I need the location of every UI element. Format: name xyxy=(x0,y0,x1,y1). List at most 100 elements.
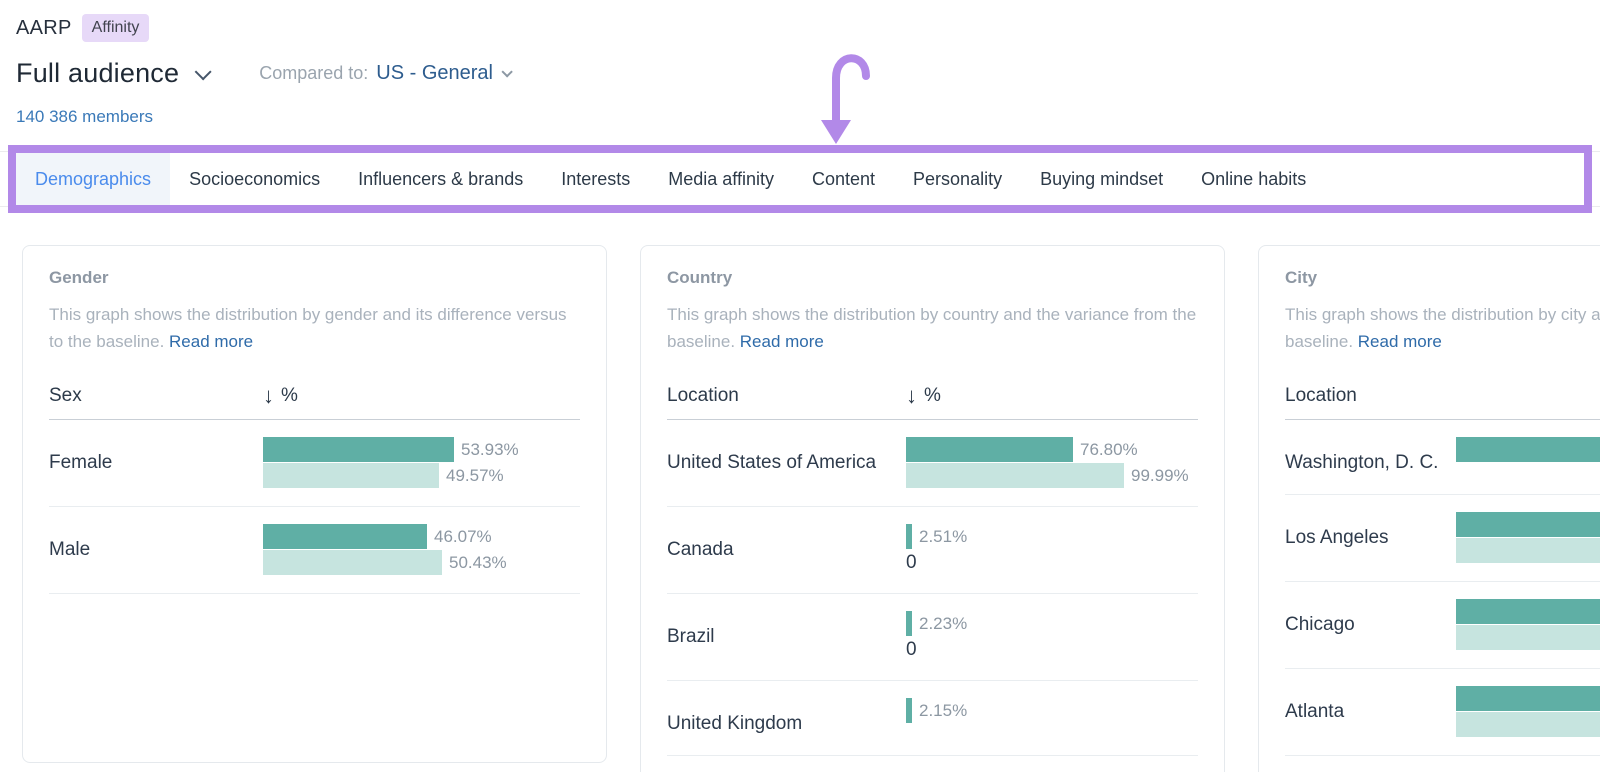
value-bar xyxy=(1456,437,1600,462)
tab-demographics[interactable]: Demographics xyxy=(16,153,171,205)
value-bar xyxy=(263,437,454,462)
header-divider xyxy=(667,419,1198,420)
read-more-link[interactable]: Read more xyxy=(739,332,824,351)
value-percent: 46.07% xyxy=(434,526,492,546)
audience-name: AARP xyxy=(16,16,72,39)
value-bar xyxy=(906,437,1073,462)
value-bar xyxy=(263,524,427,549)
chevron-down-icon[interactable] xyxy=(501,65,513,78)
tab-influencers-brands[interactable]: Influencers & brands xyxy=(358,168,524,189)
tab-buying-mindset[interactable]: Buying mindset xyxy=(1040,168,1164,189)
value-bar xyxy=(906,611,912,636)
compared-to-label: Compared to: xyxy=(259,63,369,83)
baseline-percent: 49.57% xyxy=(446,465,504,485)
row-label: Atlanta xyxy=(1285,701,1345,722)
table-row: Washington, D. C. xyxy=(1285,420,1600,494)
baseline-bar xyxy=(263,550,442,575)
value-percent: 2.15% xyxy=(919,700,968,720)
tab-interests[interactable]: Interests xyxy=(561,168,631,189)
table-row: Brazil 2.23% 0 xyxy=(667,594,1198,680)
table-row: Los Angeles xyxy=(1285,495,1600,581)
value-percent: 2.23% xyxy=(919,613,968,633)
baseline-zero-value: 0 xyxy=(906,638,917,660)
affinity-badge: Affinity xyxy=(81,14,150,42)
table-row: United States of America 76.80% 99.99% xyxy=(667,420,1198,506)
card-title: City xyxy=(1285,268,1318,287)
tab-media-affinity[interactable]: Media affinity xyxy=(668,168,774,189)
card-gender: Gender This graph shows the distribution … xyxy=(22,245,607,763)
baseline-bar xyxy=(906,463,1124,488)
value-bar xyxy=(1456,686,1600,711)
table-row: United Kingdom 2.15% xyxy=(667,681,1198,755)
value-percent: 76.80% xyxy=(1080,439,1138,459)
baseline-bar xyxy=(1456,625,1600,650)
card-description: This graph shows the distribution by cou… xyxy=(667,305,1197,351)
column-header-location[interactable]: Location xyxy=(667,385,739,406)
value-percent: 2.51% xyxy=(919,526,968,546)
baseline-zero-value: 0 xyxy=(906,551,917,573)
baseline-bar xyxy=(263,463,439,488)
row-divider xyxy=(667,755,1198,756)
table-row: Female 53.93% 49.57% xyxy=(49,420,580,506)
compared-to-selector[interactable]: US - General xyxy=(376,62,493,84)
row-label: Male xyxy=(49,539,91,560)
chevron-down-icon[interactable] xyxy=(194,62,212,80)
value-bar xyxy=(906,698,912,723)
tab-personality[interactable]: Personality xyxy=(913,168,1003,189)
tab-socioeconomics[interactable]: Socioeconomics xyxy=(189,168,321,189)
row-divider xyxy=(667,506,1198,507)
value-bar xyxy=(1456,512,1600,537)
report-header: AARP Affinity Full audience Compared to:… xyxy=(16,14,513,127)
value-bar xyxy=(1456,599,1600,624)
row-label: United Kingdom xyxy=(667,713,803,734)
header-divider xyxy=(1285,419,1600,420)
tab-online-habits[interactable]: Online habits xyxy=(1201,168,1307,189)
baseline-bar xyxy=(1456,712,1600,737)
read-more-link[interactable]: Read more xyxy=(169,332,254,351)
percent-header-label: % xyxy=(924,385,941,406)
row-divider xyxy=(1285,581,1600,582)
value-percent: 53.93% xyxy=(461,439,519,459)
read-more-link[interactable]: Read more xyxy=(1357,332,1442,351)
row-label: Los Angeles xyxy=(1285,527,1389,548)
table-row: Chicago xyxy=(1285,582,1600,668)
baseline-percent: 50.43% xyxy=(449,552,507,572)
card-title: Gender xyxy=(49,268,109,287)
table-row: Canada 2.51% 0 xyxy=(667,507,1198,593)
table-row: Male 46.07% 50.43% xyxy=(49,507,580,593)
row-label: Washington, D. C. xyxy=(1285,452,1439,473)
tab-bar-highlight-box: Demographics Socioeconomics Influencers & … xyxy=(8,145,1592,213)
demographics-cards: Gender This graph shows the distribution … xyxy=(22,245,1600,772)
card-title: Country xyxy=(667,268,733,287)
row-label: Female xyxy=(49,452,113,473)
table-row xyxy=(1285,756,1600,772)
header-divider xyxy=(49,419,580,420)
members-count-link[interactable]: 140 386 members xyxy=(16,107,154,126)
table-row: Atlanta xyxy=(1285,669,1600,755)
column-header-percent-sort[interactable]: ↓% xyxy=(906,385,941,407)
baseline-percent: 99.99% xyxy=(1131,465,1189,485)
row-divider xyxy=(49,506,580,507)
value-bar xyxy=(906,524,912,549)
row-divider xyxy=(1285,755,1600,756)
row-divider xyxy=(667,680,1198,681)
row-divider xyxy=(1285,668,1600,669)
percent-header-label: % xyxy=(281,385,298,406)
tab-content[interactable]: Content xyxy=(811,168,876,189)
row-divider xyxy=(49,593,580,594)
card-description: This graph shows the distribution by gen… xyxy=(49,305,567,351)
row-divider xyxy=(667,593,1198,594)
column-header-sex[interactable]: Sex xyxy=(49,385,82,406)
row-label: Canada xyxy=(667,539,734,560)
row-label: Chicago xyxy=(1285,614,1355,635)
row-divider xyxy=(1285,494,1600,495)
column-header-percent-sort[interactable]: ↓% xyxy=(263,385,298,407)
sort-descending-icon: ↓ xyxy=(906,383,917,408)
row-label: Brazil xyxy=(667,626,715,647)
column-header-location[interactable]: Location xyxy=(1285,385,1357,406)
sort-descending-icon: ↓ xyxy=(263,383,274,408)
baseline-bar xyxy=(1456,538,1600,563)
segment-selector[interactable]: Full audience xyxy=(16,58,180,88)
row-label: United States of America xyxy=(667,452,877,473)
